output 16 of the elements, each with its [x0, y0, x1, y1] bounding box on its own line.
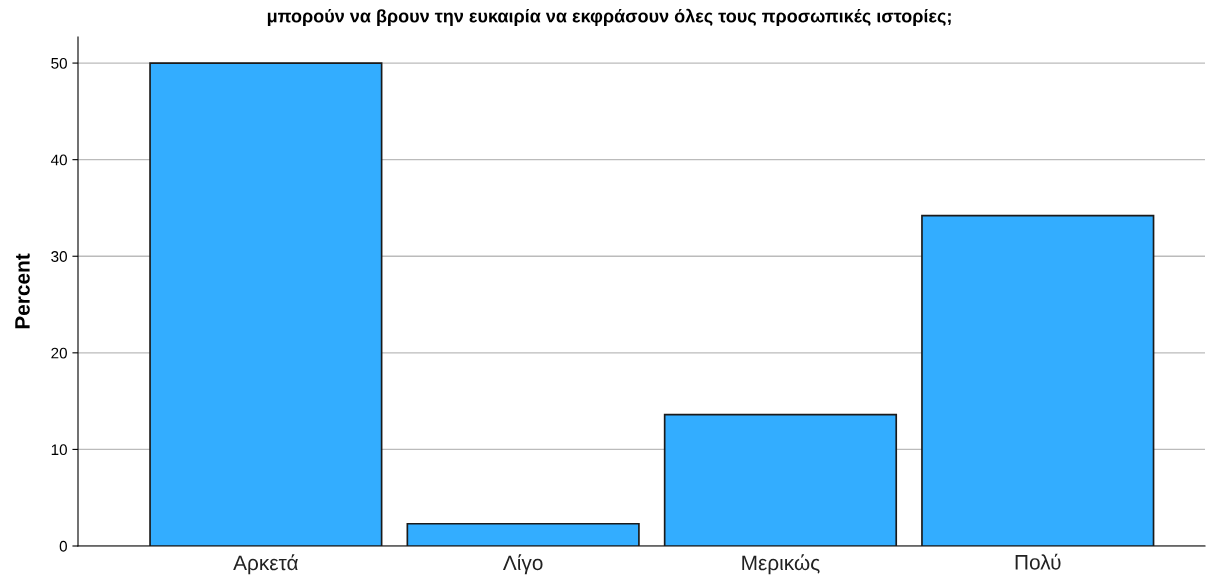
bar: [149, 62, 383, 546]
x-tick-label: Πολύ: [1015, 553, 1061, 570]
bar: [663, 413, 898, 546]
x-tick-label: Λίγο: [502, 554, 543, 575]
y-tick-label: 30: [51, 251, 67, 262]
chart-title: μπορούν να βρουν την ευκαιρία να εκφράσουν όλες τους προσωπικές ιστορίες;: [267, 8, 951, 27]
y-axis-title: Percent: [15, 253, 30, 329]
bar: [921, 214, 1155, 546]
bar: [406, 522, 640, 546]
y-tick-label: 20: [51, 347, 67, 359]
x-tick-label: Αρκετά: [233, 554, 298, 575]
x-tick-label: Μερικώς: [742, 554, 820, 575]
y-tick-label: 10: [51, 444, 67, 456]
y-tick-label: 0: [59, 540, 67, 552]
y-tick-label: 40: [50, 154, 67, 166]
y-tick-label: 50: [51, 57, 67, 69]
